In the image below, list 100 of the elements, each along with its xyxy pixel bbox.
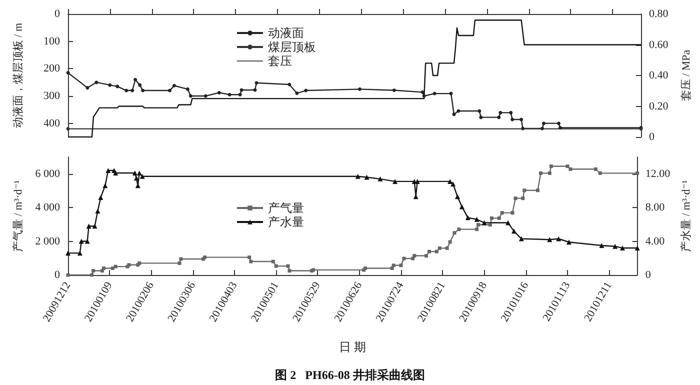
y-tick-label: 4 000 xyxy=(35,202,60,214)
point xyxy=(510,118,514,122)
point xyxy=(390,266,394,270)
point xyxy=(457,228,461,232)
point xyxy=(594,167,598,171)
point xyxy=(288,82,292,86)
point xyxy=(136,170,142,176)
point xyxy=(620,246,625,251)
point xyxy=(542,122,546,126)
point xyxy=(130,88,134,92)
point xyxy=(95,208,100,214)
point xyxy=(402,256,406,260)
point xyxy=(98,194,104,200)
point xyxy=(179,257,183,261)
point xyxy=(217,90,221,94)
legend-label: 产气量 xyxy=(268,201,304,215)
point xyxy=(274,264,278,268)
point xyxy=(228,92,232,96)
point xyxy=(77,250,82,256)
point xyxy=(94,80,98,84)
point xyxy=(427,250,431,254)
point xyxy=(178,261,182,265)
point xyxy=(204,94,208,98)
point xyxy=(412,254,416,258)
point xyxy=(438,246,442,250)
point xyxy=(598,171,602,175)
point xyxy=(172,84,176,88)
y2-axis-title: 产水量 / m³·d⁻¹ xyxy=(680,180,692,252)
point xyxy=(90,273,94,277)
point xyxy=(434,250,438,254)
point xyxy=(500,211,504,215)
legend-label: 煤层顶板 xyxy=(268,40,316,54)
point xyxy=(106,168,111,173)
y2-axis-title: 套压 / MPa xyxy=(680,50,692,102)
y2-tick-label: 0.60 xyxy=(649,38,669,51)
point xyxy=(140,174,145,179)
point xyxy=(134,78,138,82)
point xyxy=(358,87,362,91)
y2-tick-label: 4.00 xyxy=(645,235,666,248)
point xyxy=(478,109,482,113)
point xyxy=(540,126,544,130)
point xyxy=(452,231,456,235)
y-tick-label: 0 xyxy=(54,8,60,20)
point xyxy=(399,264,403,268)
y2-tick-label: 0.40 xyxy=(649,70,669,82)
point xyxy=(186,87,190,91)
y-tick-label: 400 xyxy=(44,117,60,130)
point xyxy=(249,260,253,264)
point xyxy=(113,170,118,176)
y-tick-label: 0 xyxy=(54,269,60,281)
point xyxy=(424,254,428,258)
point xyxy=(102,183,108,188)
point xyxy=(479,116,483,120)
point xyxy=(518,236,524,242)
point xyxy=(522,188,526,192)
legend-label: 动液面 xyxy=(268,26,304,40)
point xyxy=(459,204,464,210)
legend-label: 套压 xyxy=(268,54,292,68)
y-tick-label: 100 xyxy=(44,35,60,48)
point xyxy=(520,118,524,122)
point xyxy=(490,216,494,220)
point xyxy=(420,90,424,94)
point xyxy=(450,181,456,186)
point xyxy=(238,92,242,96)
y-axis-title: 产气量 / m³·d⁻¹ xyxy=(12,180,24,252)
point xyxy=(514,196,518,200)
point xyxy=(547,237,552,242)
point xyxy=(634,246,640,251)
point xyxy=(509,110,513,114)
point xyxy=(364,174,370,180)
point xyxy=(476,223,480,227)
point xyxy=(86,224,92,229)
point xyxy=(488,223,492,227)
y2-tick-label: 0.20 xyxy=(649,100,669,112)
y-tick-label: 200 xyxy=(44,62,60,75)
point xyxy=(188,94,192,98)
point xyxy=(286,264,290,268)
point xyxy=(124,88,128,92)
point xyxy=(612,244,618,249)
point xyxy=(141,88,145,92)
point xyxy=(510,211,514,215)
point xyxy=(511,228,516,234)
point xyxy=(558,126,562,130)
point xyxy=(86,86,90,90)
y2-tick-label: 12.00 xyxy=(645,168,671,180)
point xyxy=(168,88,172,92)
point xyxy=(110,266,114,270)
point xyxy=(108,83,112,87)
point xyxy=(66,71,70,75)
point xyxy=(78,238,84,244)
point xyxy=(254,81,258,85)
point xyxy=(392,178,398,184)
point xyxy=(445,246,449,250)
y2-tick-label: 0 xyxy=(649,131,655,143)
point xyxy=(288,269,292,273)
point xyxy=(355,174,360,179)
point xyxy=(138,83,142,87)
y-tick-label: 2 000 xyxy=(35,235,60,248)
point xyxy=(92,224,98,229)
point xyxy=(304,88,308,92)
